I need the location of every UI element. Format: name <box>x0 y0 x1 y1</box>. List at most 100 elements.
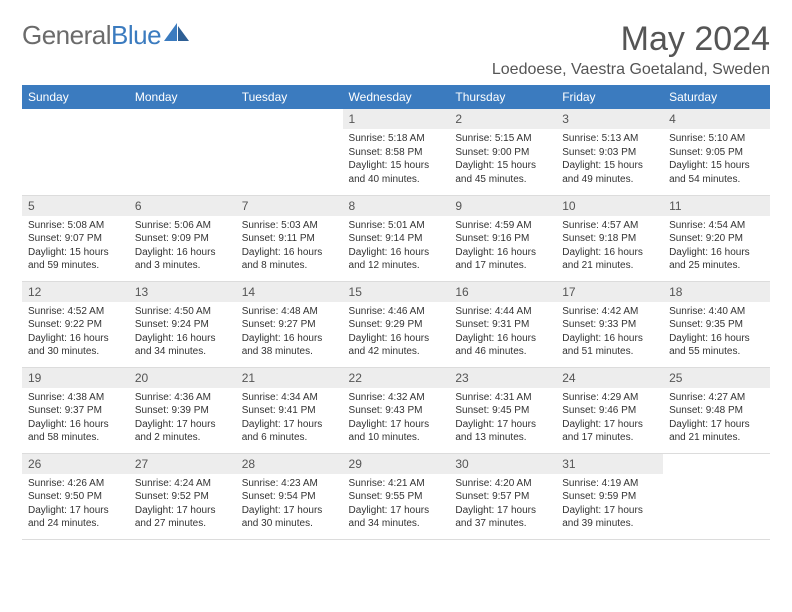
day-number: 26 <box>22 454 129 474</box>
calendar-cell: 5Sunrise: 5:08 AMSunset: 9:07 PMDaylight… <box>22 195 129 281</box>
calendar-cell: 23Sunrise: 4:31 AMSunset: 9:45 PMDayligh… <box>449 367 556 453</box>
calendar-cell: 31Sunrise: 4:19 AMSunset: 9:59 PMDayligh… <box>556 453 663 539</box>
day-number: 25 <box>663 368 770 388</box>
day-number: 22 <box>343 368 450 388</box>
day-details: Sunrise: 4:29 AMSunset: 9:46 PMDaylight:… <box>556 388 663 449</box>
calendar-cell: 12Sunrise: 4:52 AMSunset: 9:22 PMDayligh… <box>22 281 129 367</box>
day-number: 7 <box>236 196 343 216</box>
calendar-cell: 1Sunrise: 5:18 AMSunset: 8:58 PMDaylight… <box>343 109 450 195</box>
weekday-header: Friday <box>556 85 663 109</box>
day-details: Sunrise: 5:15 AMSunset: 9:00 PMDaylight:… <box>449 129 556 190</box>
calendar-cell <box>129 109 236 195</box>
day-details: Sunrise: 4:54 AMSunset: 9:20 PMDaylight:… <box>663 216 770 277</box>
day-number: 15 <box>343 282 450 302</box>
day-details: Sunrise: 5:06 AMSunset: 9:09 PMDaylight:… <box>129 216 236 277</box>
day-details: Sunrise: 5:10 AMSunset: 9:05 PMDaylight:… <box>663 129 770 190</box>
day-number: 13 <box>129 282 236 302</box>
day-details: Sunrise: 4:34 AMSunset: 9:41 PMDaylight:… <box>236 388 343 449</box>
month-title: May 2024 <box>492 20 770 59</box>
calendar-cell: 30Sunrise: 4:20 AMSunset: 9:57 PMDayligh… <box>449 453 556 539</box>
calendar-cell: 9Sunrise: 4:59 AMSunset: 9:16 PMDaylight… <box>449 195 556 281</box>
day-number: 5 <box>22 196 129 216</box>
day-number: 2 <box>449 109 556 129</box>
weekday-header: Tuesday <box>236 85 343 109</box>
brand-part1: General <box>22 20 111 51</box>
brand-logo: GeneralBlue <box>22 20 190 51</box>
weekday-header: Thursday <box>449 85 556 109</box>
calendar-table: SundayMondayTuesdayWednesdayThursdayFrid… <box>22 85 770 540</box>
day-number: 10 <box>556 196 663 216</box>
day-details: Sunrise: 4:36 AMSunset: 9:39 PMDaylight:… <box>129 388 236 449</box>
calendar-row: 1Sunrise: 5:18 AMSunset: 8:58 PMDaylight… <box>22 109 770 195</box>
calendar-row: 26Sunrise: 4:26 AMSunset: 9:50 PMDayligh… <box>22 453 770 539</box>
day-details: Sunrise: 4:26 AMSunset: 9:50 PMDaylight:… <box>22 474 129 535</box>
header: GeneralBlue May 2024 Loedoese, Vaestra G… <box>22 20 770 79</box>
calendar-cell: 13Sunrise: 4:50 AMSunset: 9:24 PMDayligh… <box>129 281 236 367</box>
day-number: 11 <box>663 196 770 216</box>
calendar-cell: 8Sunrise: 5:01 AMSunset: 9:14 PMDaylight… <box>343 195 450 281</box>
day-number: 27 <box>129 454 236 474</box>
day-details: Sunrise: 4:21 AMSunset: 9:55 PMDaylight:… <box>343 474 450 535</box>
brand-part2: Blue <box>111 20 161 51</box>
weekday-header: Sunday <box>22 85 129 109</box>
calendar-cell: 29Sunrise: 4:21 AMSunset: 9:55 PMDayligh… <box>343 453 450 539</box>
day-number: 6 <box>129 196 236 216</box>
day-details: Sunrise: 4:46 AMSunset: 9:29 PMDaylight:… <box>343 302 450 363</box>
calendar-cell: 4Sunrise: 5:10 AMSunset: 9:05 PMDaylight… <box>663 109 770 195</box>
day-details: Sunrise: 4:38 AMSunset: 9:37 PMDaylight:… <box>22 388 129 449</box>
calendar-cell: 18Sunrise: 4:40 AMSunset: 9:35 PMDayligh… <box>663 281 770 367</box>
day-details: Sunrise: 4:40 AMSunset: 9:35 PMDaylight:… <box>663 302 770 363</box>
day-details: Sunrise: 5:03 AMSunset: 9:11 PMDaylight:… <box>236 216 343 277</box>
calendar-cell: 27Sunrise: 4:24 AMSunset: 9:52 PMDayligh… <box>129 453 236 539</box>
day-details: Sunrise: 4:32 AMSunset: 9:43 PMDaylight:… <box>343 388 450 449</box>
day-number: 29 <box>343 454 450 474</box>
calendar-cell: 20Sunrise: 4:36 AMSunset: 9:39 PMDayligh… <box>129 367 236 453</box>
day-details: Sunrise: 5:13 AMSunset: 9:03 PMDaylight:… <box>556 129 663 190</box>
day-details: Sunrise: 5:08 AMSunset: 9:07 PMDaylight:… <box>22 216 129 277</box>
day-details: Sunrise: 5:18 AMSunset: 8:58 PMDaylight:… <box>343 129 450 190</box>
calendar-cell <box>236 109 343 195</box>
location: Loedoese, Vaestra Goetaland, Sweden <box>492 61 770 79</box>
day-details: Sunrise: 4:44 AMSunset: 9:31 PMDaylight:… <box>449 302 556 363</box>
day-details: Sunrise: 4:50 AMSunset: 9:24 PMDaylight:… <box>129 302 236 363</box>
day-details: Sunrise: 4:27 AMSunset: 9:48 PMDaylight:… <box>663 388 770 449</box>
day-number: 16 <box>449 282 556 302</box>
day-number: 30 <box>449 454 556 474</box>
calendar-row: 5Sunrise: 5:08 AMSunset: 9:07 PMDaylight… <box>22 195 770 281</box>
calendar-cell: 26Sunrise: 4:26 AMSunset: 9:50 PMDayligh… <box>22 453 129 539</box>
calendar-body: 1Sunrise: 5:18 AMSunset: 8:58 PMDaylight… <box>22 109 770 539</box>
day-number: 8 <box>343 196 450 216</box>
day-number: 9 <box>449 196 556 216</box>
weekday-row: SundayMondayTuesdayWednesdayThursdayFrid… <box>22 85 770 109</box>
day-number: 28 <box>236 454 343 474</box>
day-details: Sunrise: 4:52 AMSunset: 9:22 PMDaylight:… <box>22 302 129 363</box>
calendar-row: 19Sunrise: 4:38 AMSunset: 9:37 PMDayligh… <box>22 367 770 453</box>
day-number: 3 <box>556 109 663 129</box>
sail-icon <box>164 19 190 50</box>
weekday-header: Monday <box>129 85 236 109</box>
day-number: 17 <box>556 282 663 302</box>
title-block: May 2024 Loedoese, Vaestra Goetaland, Sw… <box>492 20 770 79</box>
day-number: 14 <box>236 282 343 302</box>
day-details: Sunrise: 4:57 AMSunset: 9:18 PMDaylight:… <box>556 216 663 277</box>
day-number: 20 <box>129 368 236 388</box>
calendar-cell: 6Sunrise: 5:06 AMSunset: 9:09 PMDaylight… <box>129 195 236 281</box>
weekday-header: Saturday <box>663 85 770 109</box>
calendar-row: 12Sunrise: 4:52 AMSunset: 9:22 PMDayligh… <box>22 281 770 367</box>
day-details: Sunrise: 5:01 AMSunset: 9:14 PMDaylight:… <box>343 216 450 277</box>
calendar-cell: 19Sunrise: 4:38 AMSunset: 9:37 PMDayligh… <box>22 367 129 453</box>
calendar-cell: 3Sunrise: 5:13 AMSunset: 9:03 PMDaylight… <box>556 109 663 195</box>
day-details: Sunrise: 4:31 AMSunset: 9:45 PMDaylight:… <box>449 388 556 449</box>
calendar-cell: 22Sunrise: 4:32 AMSunset: 9:43 PMDayligh… <box>343 367 450 453</box>
calendar-cell <box>663 453 770 539</box>
calendar-cell: 10Sunrise: 4:57 AMSunset: 9:18 PMDayligh… <box>556 195 663 281</box>
day-number: 1 <box>343 109 450 129</box>
day-number: 19 <box>22 368 129 388</box>
calendar-cell: 24Sunrise: 4:29 AMSunset: 9:46 PMDayligh… <box>556 367 663 453</box>
day-details: Sunrise: 4:23 AMSunset: 9:54 PMDaylight:… <box>236 474 343 535</box>
day-number: 24 <box>556 368 663 388</box>
day-number: 23 <box>449 368 556 388</box>
calendar-cell: 25Sunrise: 4:27 AMSunset: 9:48 PMDayligh… <box>663 367 770 453</box>
calendar-cell: 2Sunrise: 5:15 AMSunset: 9:00 PMDaylight… <box>449 109 556 195</box>
day-details: Sunrise: 4:59 AMSunset: 9:16 PMDaylight:… <box>449 216 556 277</box>
